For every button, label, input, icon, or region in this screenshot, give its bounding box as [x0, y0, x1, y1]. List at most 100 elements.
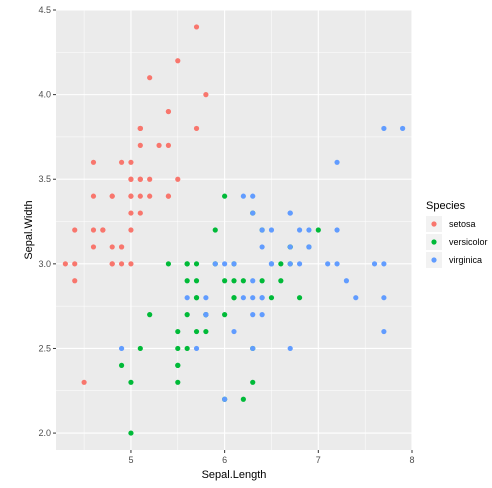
point-setosa: [118, 261, 125, 267]
point-virginica: [287, 345, 293, 352]
point-setosa: [81, 379, 87, 385]
point-setosa: [118, 159, 125, 165]
point-virginica: [325, 261, 331, 267]
point-versicolor: [193, 295, 200, 301]
point-setosa: [137, 210, 143, 216]
point-virginica: [287, 261, 293, 267]
point-versicolor: [165, 261, 172, 267]
x-tick-label: 5: [128, 455, 133, 465]
point-versicolor: [296, 295, 303, 301]
y-tick-label: 4.5: [38, 5, 51, 15]
legend-label-setosa: setosa: [449, 219, 476, 229]
y-tick-label: 3.5: [38, 174, 51, 184]
point-virginica: [250, 345, 256, 352]
x-tick-label: 8: [409, 455, 414, 465]
point-setosa: [203, 92, 209, 98]
point-setosa: [72, 278, 78, 284]
legend-key-versicolor: [431, 239, 437, 245]
point-setosa: [147, 193, 153, 199]
point-virginica: [212, 261, 218, 267]
point-setosa: [128, 210, 134, 216]
point-versicolor: [147, 312, 153, 318]
y-axis-title: Sepal.Width: [23, 200, 35, 259]
point-versicolor: [278, 278, 284, 284]
legend-items: setosa versicolor virginica: [426, 216, 488, 268]
point-virginica: [400, 125, 406, 132]
point-versicolor: [231, 295, 237, 301]
point-versicolor: [175, 362, 181, 368]
point-versicolor: [259, 278, 265, 284]
point-virginica: [240, 295, 246, 301]
point-virginica: [287, 244, 293, 250]
point-setosa: [90, 193, 97, 199]
point-setosa: [193, 125, 200, 132]
point-virginica: [381, 125, 387, 132]
point-versicolor: [193, 278, 200, 284]
point-versicolor: [184, 312, 190, 318]
point-setosa: [137, 176, 143, 182]
point-setosa: [147, 176, 153, 182]
point-setosa: [128, 159, 134, 165]
point-setosa: [137, 193, 143, 199]
point-versicolor: [184, 278, 190, 284]
point-virginica: [381, 295, 387, 301]
legend-label-virginica: virginica: [449, 255, 482, 265]
point-setosa: [175, 58, 181, 64]
point-setosa: [128, 176, 134, 182]
point-virginica: [250, 210, 256, 216]
point-versicolor: [268, 295, 275, 301]
point-virginica: [193, 345, 200, 352]
point-virginica: [306, 227, 312, 233]
point-setosa: [90, 244, 97, 250]
point-versicolor: [240, 396, 246, 402]
point-versicolor: [128, 430, 134, 436]
point-versicolor: [184, 345, 190, 352]
point-setosa: [128, 193, 134, 199]
point-versicolor: [222, 312, 228, 318]
point-virginica: [268, 261, 275, 267]
point-setosa: [72, 227, 78, 233]
y-tick-label: 2.0: [38, 428, 51, 438]
point-versicolor: [137, 345, 143, 352]
point-virginica: [381, 328, 387, 335]
point-versicolor: [128, 379, 134, 385]
point-versicolor: [240, 278, 246, 284]
point-setosa: [137, 142, 143, 148]
point-virginica: [231, 261, 237, 267]
point-virginica: [343, 278, 350, 284]
point-virginica: [203, 295, 209, 301]
point-setosa: [175, 176, 181, 182]
point-setosa: [118, 244, 125, 250]
point-setosa: [165, 108, 172, 115]
point-virginica: [287, 210, 293, 216]
point-setosa: [128, 261, 134, 267]
point-setosa: [128, 227, 134, 233]
point-virginica: [353, 295, 359, 301]
point-versicolor: [175, 379, 181, 385]
point-virginica: [296, 227, 303, 233]
x-axis-ticks: 5 6 7 8: [128, 450, 415, 465]
point-versicolor: [222, 278, 228, 284]
y-tick-label: 3.0: [38, 259, 51, 269]
point-versicolor: [175, 345, 181, 352]
point-setosa: [156, 142, 162, 148]
point-setosa: [72, 261, 78, 267]
point-virginica: [334, 227, 340, 233]
legend-key-virginica: [431, 257, 437, 263]
legend-key-setosa: [431, 221, 437, 227]
point-virginica: [250, 295, 256, 301]
point-virginica: [268, 227, 275, 233]
point-virginica: [184, 295, 190, 301]
point-virginica: [250, 193, 256, 199]
point-virginica: [381, 261, 387, 267]
point-virginica: [240, 193, 246, 199]
point-versicolor: [203, 328, 209, 335]
y-tick-label: 2.5: [38, 343, 51, 353]
point-versicolor: [118, 362, 125, 368]
point-setosa: [90, 227, 97, 233]
y-tick-label: 4.0: [38, 90, 51, 100]
x-tick-label: 7: [316, 455, 321, 465]
x-tick-label: 6: [222, 455, 227, 465]
legend-title: Species: [426, 200, 466, 212]
point-versicolor: [222, 193, 228, 199]
